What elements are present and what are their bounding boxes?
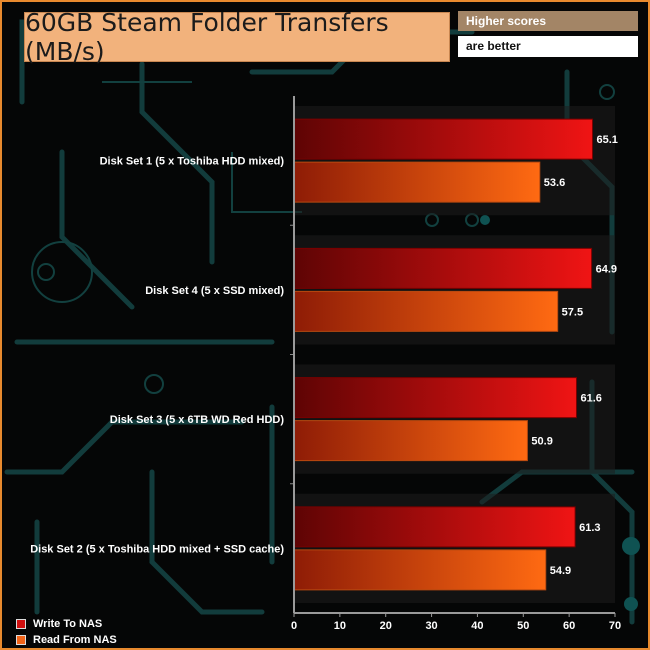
- bar-read: [293, 161, 541, 203]
- data-label-write: 65.1: [597, 134, 618, 146]
- data-label-read: 54.9: [550, 565, 571, 577]
- chart-title: 60GB Steam Folder Transfers (MB/s): [25, 8, 389, 66]
- legend-swatch-write: [16, 619, 26, 629]
- x-tick-label: 70: [609, 620, 621, 632]
- category-label: Disk Set 2 (5 x Toshiba HDD mixed + SSD …: [30, 543, 284, 555]
- bar-write: [293, 506, 576, 548]
- x-tick-label: 0: [291, 620, 297, 632]
- legend-item-write: Write To NAS: [16, 616, 117, 632]
- x-tick-label: 10: [334, 620, 346, 632]
- higher-scores-note: Higher scores: [458, 11, 638, 31]
- legend-swatch-read: [16, 635, 26, 645]
- category-label: Disk Set 4 (5 x SSD mixed): [145, 285, 284, 297]
- chart-title-box: 60GB Steam Folder Transfers (MB/s): [24, 8, 450, 66]
- data-label-read: 50.9: [531, 436, 552, 448]
- data-label-read: 57.5: [562, 306, 583, 318]
- bar-write: [293, 377, 577, 419]
- bar-write: [293, 118, 594, 160]
- bar-write: [293, 247, 593, 289]
- legend: Write To NAS Read From NAS: [16, 616, 117, 648]
- are-better-note: are better: [458, 36, 638, 57]
- bar-read: [293, 290, 559, 332]
- legend-item-read: Read From NAS: [16, 632, 117, 648]
- data-label-write: 61.6: [580, 393, 601, 405]
- bar-read: [293, 549, 547, 591]
- x-tick-label: 30: [425, 620, 437, 632]
- data-label-write: 61.3: [579, 522, 600, 534]
- category-label: Disk Set 3 (5 x 6TB WD Red HDD): [110, 414, 285, 426]
- legend-label-write: Write To NAS: [33, 618, 103, 630]
- x-tick-label: 60: [563, 620, 575, 632]
- category-label: Disk Set 1 (5 x Toshiba HDD mixed): [100, 156, 285, 168]
- x-tick-label: 40: [471, 620, 483, 632]
- x-tick-label: 50: [517, 620, 529, 632]
- x-tick-label: 20: [380, 620, 392, 632]
- legend-label-read: Read From NAS: [33, 634, 117, 646]
- data-label-read: 53.6: [544, 177, 565, 189]
- data-label-write: 64.9: [596, 263, 617, 275]
- bar-read: [293, 420, 528, 462]
